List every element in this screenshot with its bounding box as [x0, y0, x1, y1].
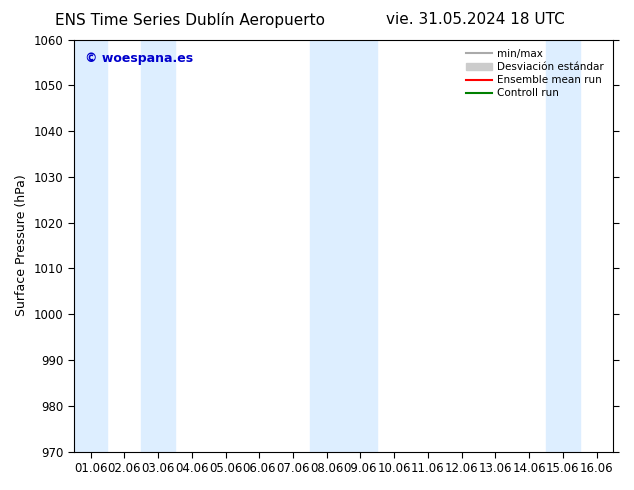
Bar: [141, 40, 175, 452]
Text: ENS Time Series Dublín Aeropuerto: ENS Time Series Dublín Aeropuerto: [55, 12, 325, 28]
Bar: [74, 40, 107, 452]
Text: vie. 31.05.2024 18 UTC: vie. 31.05.2024 18 UTC: [386, 12, 565, 27]
Bar: [344, 40, 377, 452]
Bar: [310, 40, 344, 452]
Legend: min/max, Desviación estándar, Ensemble mean run, Controll run: min/max, Desviación estándar, Ensemble m…: [462, 45, 608, 102]
Text: © woespana.es: © woespana.es: [84, 52, 193, 65]
Y-axis label: Surface Pressure (hPa): Surface Pressure (hPa): [15, 175, 28, 317]
Bar: [546, 40, 579, 452]
